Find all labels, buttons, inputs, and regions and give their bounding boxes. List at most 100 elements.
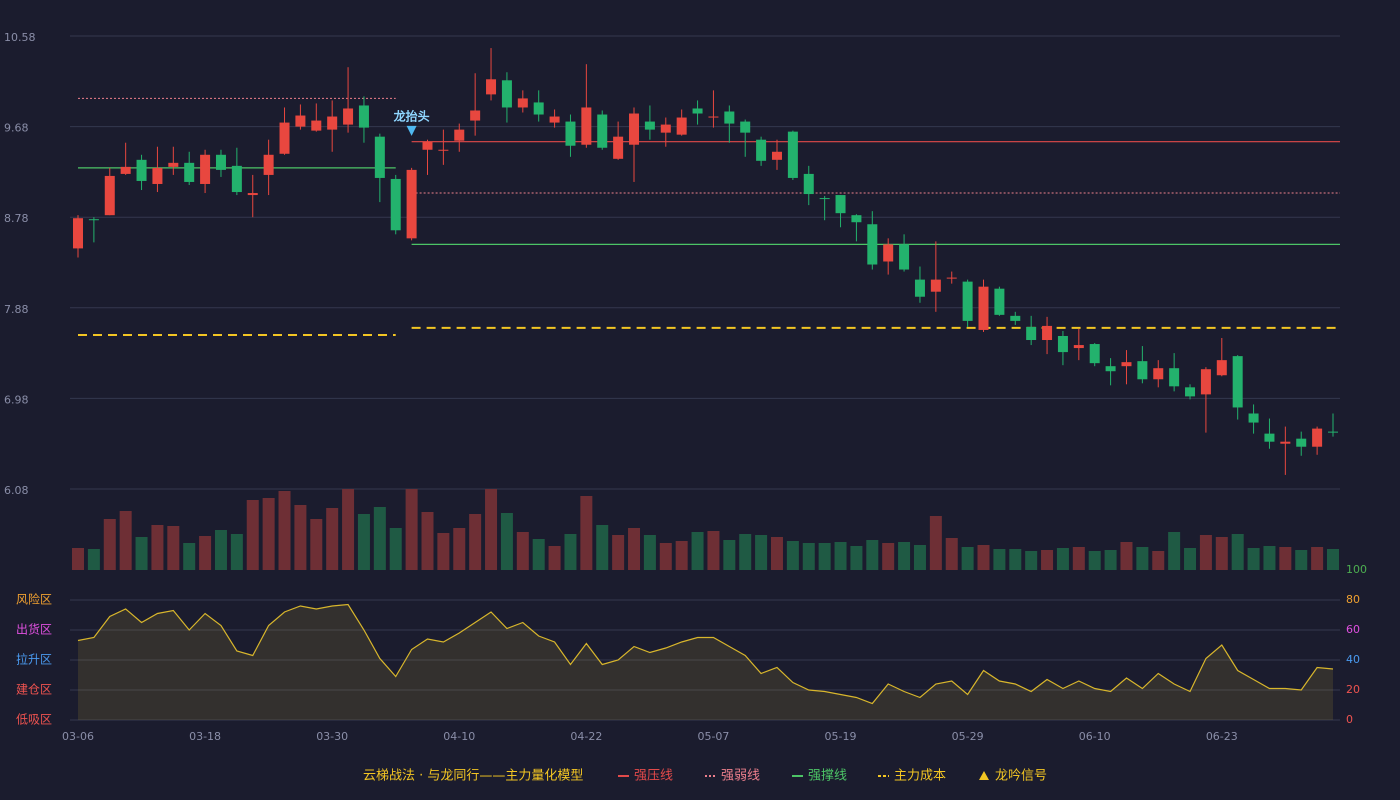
- volume-bar: [977, 545, 990, 570]
- candle-body: [200, 154, 211, 184]
- candle-body: [215, 154, 226, 170]
- candle-body: [1042, 325, 1053, 341]
- candle-body: [1089, 344, 1100, 364]
- candle-body: [1328, 431, 1338, 433]
- volume-bar: [1088, 551, 1101, 570]
- x-tick-label: 03-06: [62, 730, 94, 743]
- y2-tick-label: 0: [1346, 713, 1353, 726]
- x-tick-label: 06-23: [1206, 730, 1238, 743]
- x-tick-label: 03-18: [189, 730, 221, 743]
- legend-label: 龙吟信号: [995, 768, 1047, 784]
- volume-bar: [818, 543, 831, 570]
- volume-bar: [516, 532, 529, 570]
- volume-bar: [326, 508, 339, 570]
- candle-body: [438, 149, 449, 151]
- volume-bar: [691, 532, 704, 570]
- x-tick-label: 05-07: [697, 730, 729, 743]
- volume-bar: [469, 514, 482, 570]
- volume-bar: [500, 513, 513, 570]
- y2-tick-label: 40: [1346, 653, 1360, 666]
- volume-bar: [675, 541, 688, 570]
- candle-body: [1026, 326, 1037, 341]
- candle-body: [660, 124, 671, 133]
- volume-bar: [230, 534, 243, 570]
- candle-body: [88, 219, 99, 221]
- volume-bar: [405, 489, 418, 570]
- candle-body: [311, 120, 322, 131]
- volume-bar: [1247, 548, 1260, 570]
- volume-bar: [437, 533, 450, 570]
- candle-body: [565, 121, 576, 146]
- volume-bar: [1184, 548, 1197, 570]
- volume-bar: [993, 549, 1006, 570]
- volume-bar: [548, 546, 561, 570]
- volume-bar: [421, 512, 434, 570]
- candle-body: [327, 116, 338, 130]
- volume-bar: [1327, 549, 1339, 570]
- volume-bar: [723, 540, 736, 570]
- volume-bar: [1279, 547, 1292, 570]
- candle-body: [1121, 362, 1132, 367]
- candle-body: [454, 129, 465, 141]
- legend-swatch: [979, 771, 989, 780]
- candle-body: [1105, 366, 1116, 372]
- volume-bar: [183, 543, 196, 570]
- y-tick-label: 6.08: [4, 484, 29, 497]
- candle-body: [946, 277, 957, 279]
- candle-body: [851, 215, 862, 223]
- candle-body: [771, 151, 782, 160]
- candle-body: [501, 80, 512, 108]
- volume-bar: [246, 500, 259, 570]
- candle-body: [533, 102, 544, 115]
- candle-body: [486, 79, 497, 95]
- candle-body: [994, 288, 1005, 315]
- volume-bar: [262, 498, 275, 570]
- volume-bar: [135, 537, 148, 570]
- volume-bar: [643, 535, 656, 570]
- candle-body: [263, 154, 274, 175]
- candle-body: [724, 111, 735, 124]
- volume-bar: [945, 538, 958, 570]
- volume-bar: [834, 542, 847, 570]
- y-tick-label: 7.88: [4, 303, 29, 316]
- legend-label: 强压线: [634, 769, 673, 784]
- y2-tick-label: 100: [1346, 563, 1367, 576]
- y-tick-label: 6.98: [4, 393, 29, 406]
- volume-bar: [802, 543, 815, 570]
- zone-label: 拉升区: [16, 652, 52, 667]
- volume-bar: [707, 531, 720, 570]
- candle-body: [152, 167, 163, 184]
- volume-bar: [770, 537, 783, 570]
- volume-bar: [1056, 548, 1069, 570]
- volume-bar: [913, 545, 926, 570]
- candle-body: [756, 139, 767, 161]
- volume-bar: [1136, 547, 1149, 570]
- candle-body: [835, 195, 846, 214]
- volume-bar: [1168, 532, 1181, 570]
- candle-body: [231, 165, 242, 193]
- candle-body: [470, 110, 481, 121]
- candle-body: [930, 279, 941, 292]
- volume-bar: [310, 519, 323, 570]
- volume-bar: [786, 541, 799, 570]
- candle-body: [1264, 433, 1275, 442]
- candle-body: [1073, 345, 1084, 349]
- candle-body: [343, 108, 354, 125]
- legend-label: 强撑线: [808, 769, 847, 784]
- candle-body: [1232, 356, 1243, 408]
- candle-body: [104, 175, 115, 216]
- candle-body: [295, 115, 306, 127]
- candle-body: [644, 121, 655, 130]
- candle-body: [1169, 368, 1180, 387]
- candle-body: [168, 162, 179, 167]
- candle-body: [740, 121, 751, 133]
- candle-body: [1010, 315, 1021, 321]
- volume-bar: [1152, 551, 1165, 570]
- candle-body: [358, 105, 369, 128]
- volume-bar: [1231, 534, 1244, 570]
- candle-body: [1280, 441, 1291, 444]
- volume-bar: [564, 534, 577, 570]
- candle-body: [1137, 361, 1148, 380]
- volume-bar: [659, 543, 672, 570]
